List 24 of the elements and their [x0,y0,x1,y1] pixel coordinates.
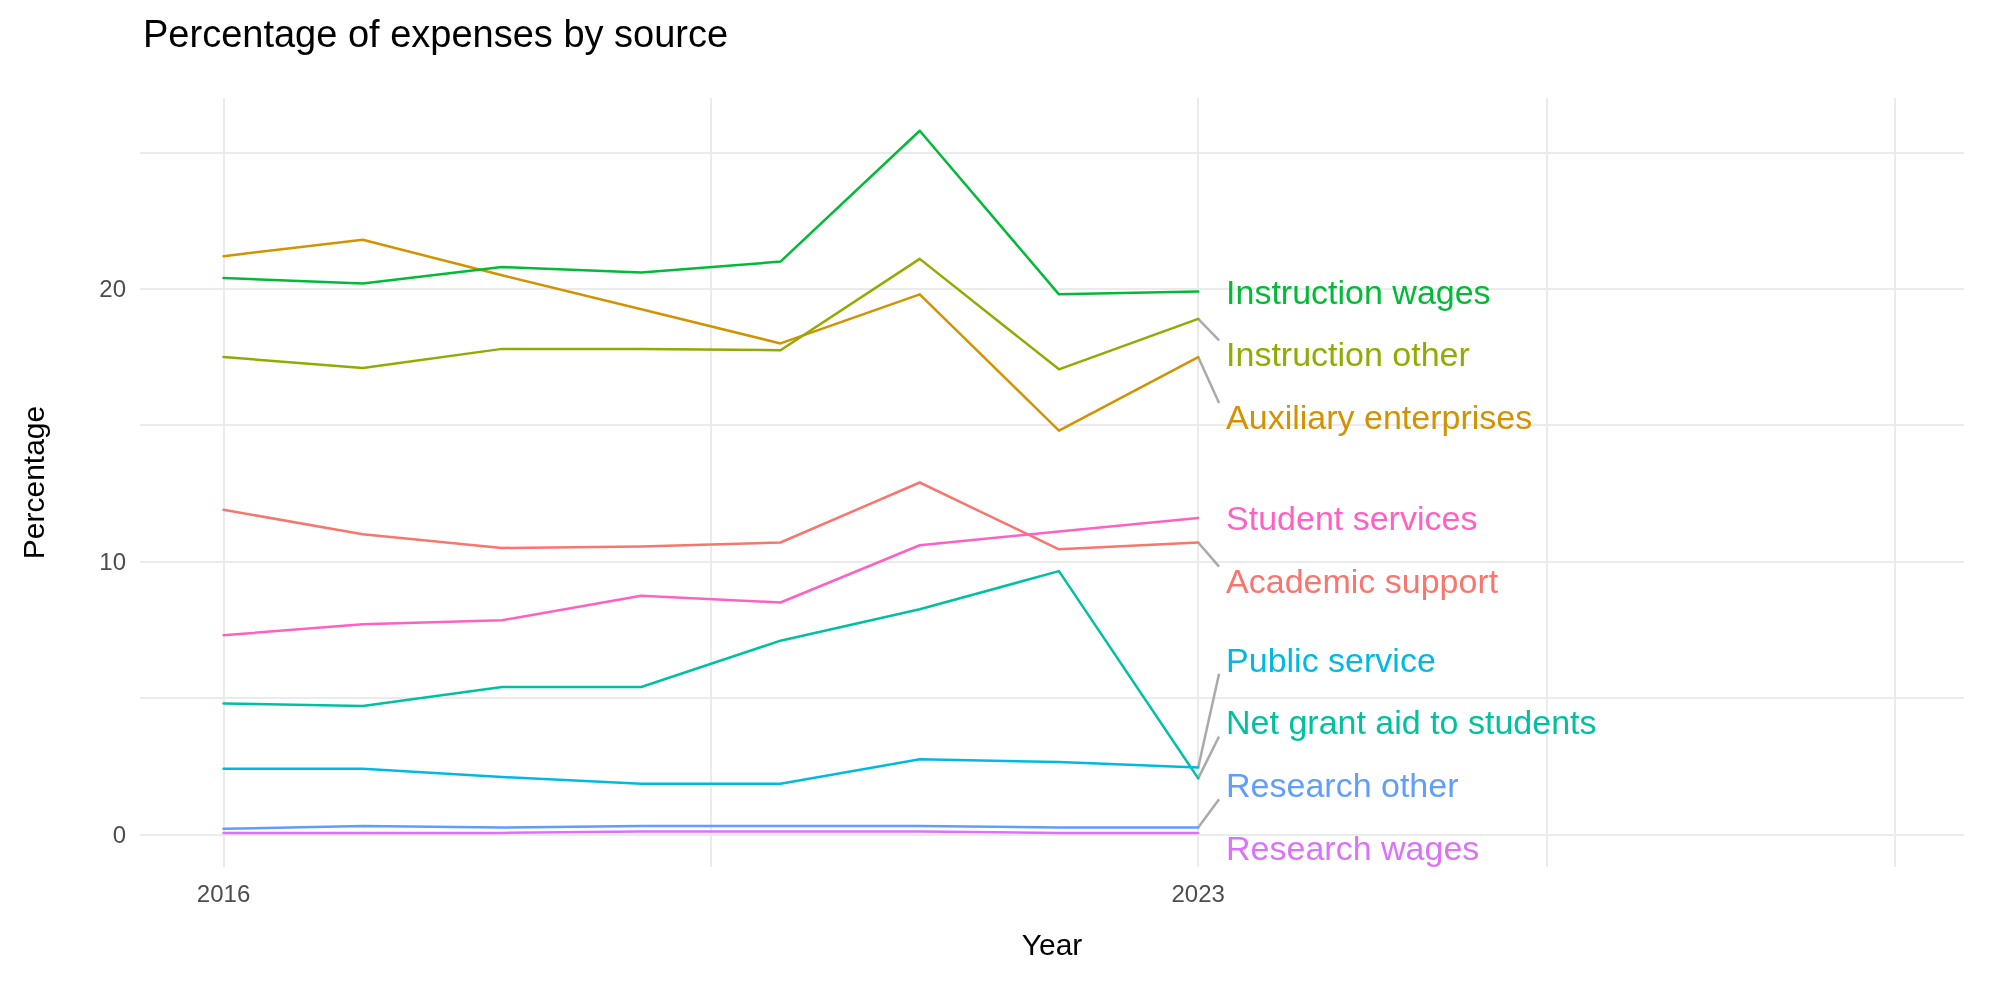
line-series [222,129,1200,296]
series-label: Research other [1226,766,1459,805]
series-label: Academic support [1226,561,1499,600]
line-series [222,481,1200,551]
line-series [222,257,1200,371]
line-series [222,516,1200,637]
text: Public service [1226,640,1436,679]
x-axis-title: Year [1021,927,1083,961]
y-tick-label: 20 [99,275,126,303]
y-axis-title: Percentage [16,405,50,560]
x-tick-label: 2023 [1171,879,1225,907]
chart-title: Percentage of expenses by source [143,13,729,55]
x-tick-label: 2016 [196,879,251,907]
series-label: Net grant aid to students [1226,703,1597,742]
line-series [222,238,1200,432]
line-series [222,758,1200,786]
y-tick-label: 10 [99,548,126,576]
line-series [222,569,1200,780]
series-label: Instruction other [1226,335,1470,374]
series-label: Student services [1226,498,1478,537]
series-label: Research wages [1226,828,1480,867]
series-label: Auxiliary enterprises [1226,398,1533,437]
y-tick-label: 0 [112,820,126,848]
series-label: Instruction wages [1226,272,1491,311]
